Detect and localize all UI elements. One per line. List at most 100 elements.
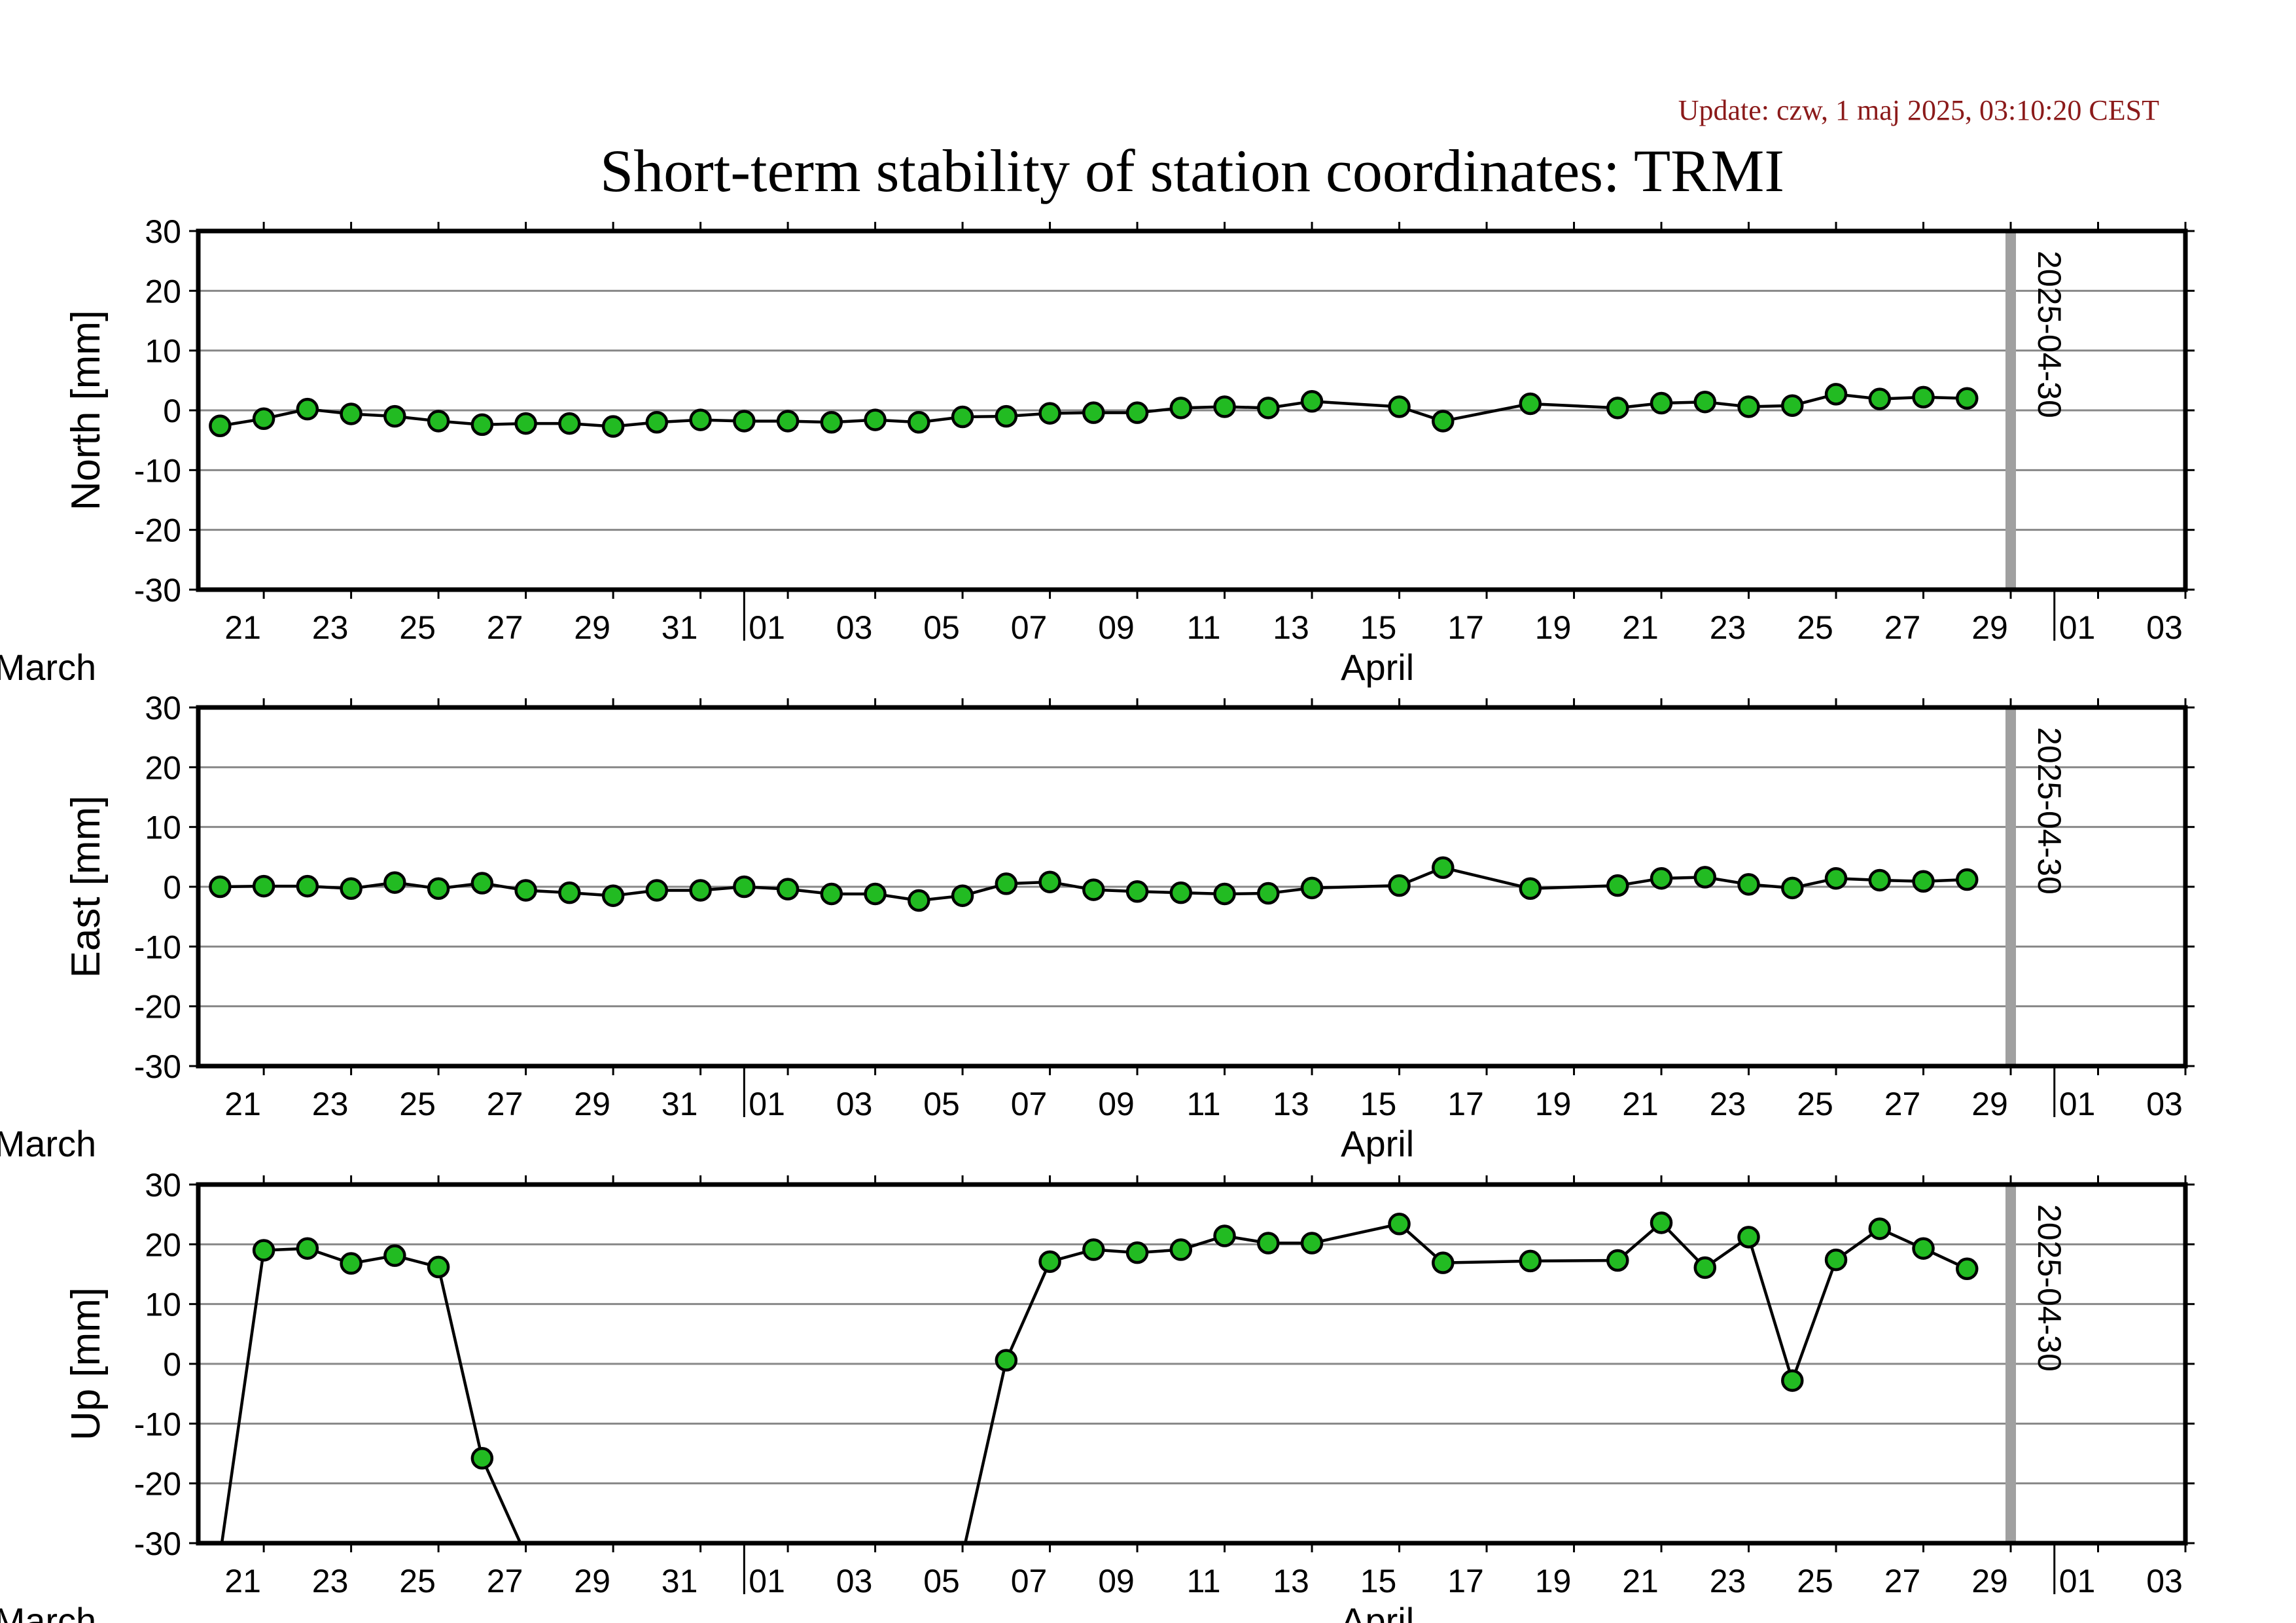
x-tick-label: 11: [1187, 1086, 1221, 1122]
y-tick-label: -10: [134, 1406, 181, 1442]
data-point: [209, 414, 232, 437]
data-point: [1912, 1237, 1935, 1260]
data-point: [383, 1244, 406, 1267]
month-label: March: [0, 647, 96, 688]
x-tick-label: 09: [1098, 609, 1135, 646]
data-point: [1082, 401, 1105, 424]
y-tick-label: 10: [145, 810, 181, 846]
x-tick-label: 27: [487, 1563, 523, 1599]
x-tick-label: 01: [2059, 609, 2096, 646]
data-point: [1213, 395, 1236, 418]
data-point: [864, 408, 887, 431]
x-tick-label: 17: [1447, 1086, 1484, 1122]
data-point: [1038, 1250, 1061, 1274]
data-point: [1781, 876, 1804, 900]
data-point: [1956, 387, 1979, 410]
data-point: [1257, 397, 1280, 419]
series-group: [209, 856, 1979, 912]
date-marker-label: 2025-04-30: [2031, 1204, 2068, 1372]
month-label: April: [1341, 1123, 1414, 1164]
data-point: [1868, 387, 1892, 410]
x-tick-label: 23: [1710, 609, 1746, 646]
data-point: [776, 410, 800, 433]
data-point: [1257, 882, 1280, 905]
y-tick-label: 20: [145, 273, 181, 310]
data-point: [1125, 1241, 1149, 1264]
data-point: [908, 889, 930, 912]
month-label: April: [1341, 1600, 1414, 1623]
data-point: [1912, 870, 1935, 893]
data-point: [1693, 866, 1717, 889]
data-point: [252, 1239, 275, 1262]
x-tick-label: 01: [2059, 1086, 2096, 1122]
data-point: [1606, 1249, 1629, 1272]
data-point: [470, 872, 494, 895]
data-point: [1737, 1226, 1760, 1249]
data-point: [1300, 390, 1324, 413]
data-point: [1169, 397, 1193, 419]
data-point: [558, 412, 581, 435]
panel-3: 30 20 10 0 -10 -20 -30 Up [mm] 2025-04-30 21 23 25 2…: [0, 1167, 2195, 1623]
x-tick-label: 25: [399, 609, 436, 646]
x-tick-label: 27: [1884, 1086, 1921, 1122]
data-point: [340, 402, 362, 425]
chart-title: Short-term stability of station coordina…: [600, 137, 1784, 204]
x-tick-label: 11: [1187, 609, 1221, 646]
data-point: [340, 877, 362, 900]
data-point: [1956, 868, 1979, 891]
data-point: [1956, 1257, 1979, 1281]
data-point: [689, 879, 712, 902]
data-point: [1781, 1369, 1804, 1392]
data-point: [1125, 401, 1149, 424]
data-point: [1650, 866, 1673, 890]
y-tick-label: 20: [145, 749, 181, 786]
y-tick-label: -30: [134, 572, 181, 609]
month-label: April: [1341, 647, 1414, 688]
x-tick-label: 23: [1710, 1563, 1746, 1599]
data-point: [340, 1252, 362, 1275]
data-point: [995, 404, 1018, 428]
x-tick-label: 27: [487, 609, 523, 646]
x-tick-label: 23: [312, 609, 349, 646]
data-point: [733, 875, 756, 899]
data-point: [1169, 1238, 1193, 1261]
data-point: [1038, 870, 1061, 893]
x-tick-label: 27: [487, 1086, 523, 1122]
data-point: [1650, 391, 1673, 415]
data-point: [1082, 878, 1105, 901]
x-tick-label: 01: [749, 1086, 785, 1122]
data-point: [296, 1237, 319, 1260]
data-point: [1519, 392, 1542, 416]
month-label: March: [0, 1123, 96, 1164]
data-point: [645, 411, 669, 434]
data-point: [995, 872, 1018, 895]
data-point: [733, 410, 756, 433]
data-point: [383, 871, 406, 894]
y-tick-label: 0: [163, 1346, 181, 1383]
x-tick-label: 21: [1622, 1086, 1659, 1122]
x-tick-label: 29: [1971, 609, 2008, 646]
y-tick-label: -10: [134, 452, 181, 489]
month-label: March: [0, 1600, 96, 1623]
series-group: [209, 383, 1979, 438]
x-tick-label: 25: [1797, 1086, 1833, 1122]
data-point: [514, 412, 537, 435]
date-marker-label: 2025-04-30: [2031, 251, 2068, 418]
x-tick-label: 03: [2146, 1563, 2183, 1599]
y-tick-label: 20: [145, 1226, 181, 1263]
x-tick-label: 17: [1447, 609, 1484, 646]
x-tick-label: 13: [1273, 1086, 1309, 1122]
data-point: [427, 877, 450, 900]
x-tick-label: 25: [399, 1563, 436, 1599]
x-tick-label: 29: [1971, 1086, 2008, 1122]
data-point: [951, 405, 974, 429]
y-axis-label: Up [mm]: [63, 1287, 109, 1440]
data-point: [1868, 1217, 1892, 1240]
y-axis-label: North [mm]: [63, 310, 109, 511]
panel-1: 30 20 10 0 -10 -20 -30 North [mm] 2025-04-30 21 23…: [0, 213, 2195, 688]
data-point: [1388, 1213, 1411, 1236]
x-tick-label: 05: [923, 1563, 960, 1599]
x-tick-label: 11: [1187, 1563, 1221, 1599]
data-point: [1693, 390, 1717, 414]
